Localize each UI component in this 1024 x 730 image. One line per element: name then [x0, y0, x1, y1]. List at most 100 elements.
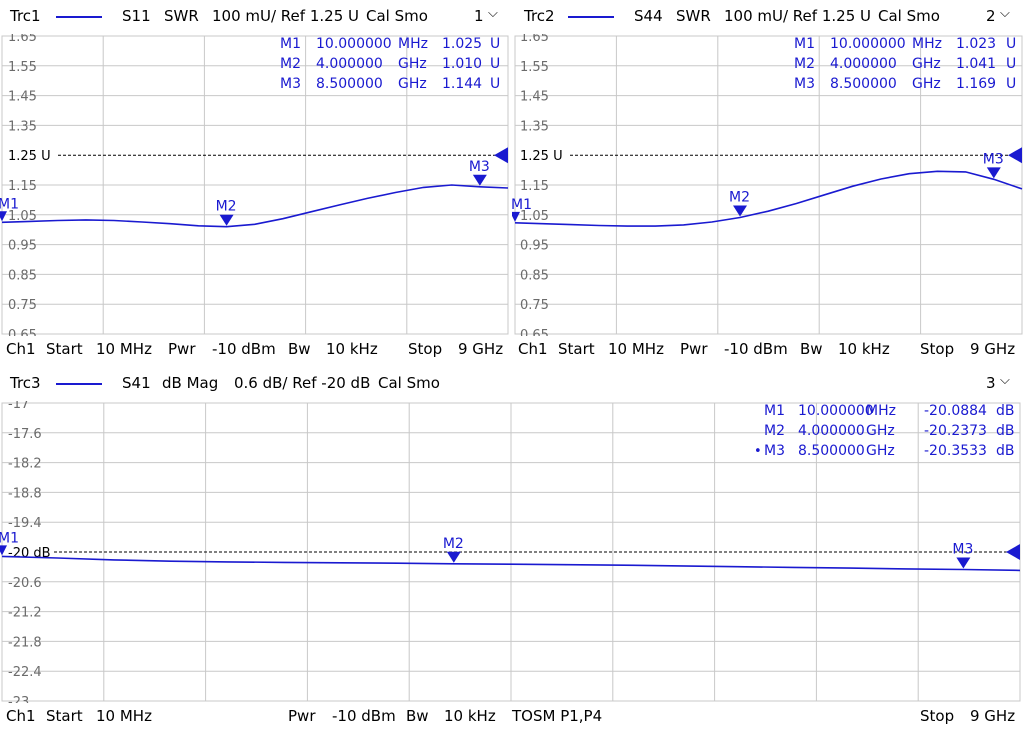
- footer-channel: Ch1: [518, 340, 548, 358]
- trace2-channel-number: 2: [986, 7, 996, 25]
- y-tick-label: 1.45: [8, 90, 37, 105]
- trace3-format: dB Mag: [162, 374, 219, 392]
- trace3-header[interactable]: Trc3 S41 dB Mag 0.6 dB/ Ref -20 dB Cal S…: [0, 369, 1024, 399]
- marker-readout-unit: MHz: [866, 403, 896, 419]
- footer-stop-value[interactable]: 9 GHz: [970, 707, 1016, 725]
- marker-triangle-icon: [986, 167, 1001, 179]
- marker-readout-vunit: U: [1006, 56, 1016, 72]
- y-tick-label: -20.6: [8, 576, 42, 591]
- footer-power-label: Pwr: [168, 340, 196, 358]
- footer-bw-value[interactable]: 10 kHz: [444, 707, 496, 725]
- trace3-diagram[interactable]: -17 -17.6 -18.2 -18.8 -19.4 -20 dB -20.6 -21.2 -…: [0, 401, 1024, 703]
- trace1-diagram[interactable]: 1.65 1.55 1.45 1.35 1.25 U 1.15 1.05 0.95 0.85 0.…: [0, 34, 512, 336]
- channel-footer-1[interactable]: Ch1 Start 10 MHz Pwr -10 dBm Bw 10 kHz S…: [0, 337, 512, 361]
- marker-readout-name: M3: [764, 443, 785, 459]
- marker-readout-name: M3: [794, 76, 815, 92]
- marker-readout-vunit: U: [490, 36, 500, 52]
- marker-label: M3: [469, 159, 490, 175]
- y-tick-label: 1.65: [8, 34, 37, 45]
- footer-power-value[interactable]: -10 dBm: [724, 340, 788, 358]
- trace2-name: Trc2: [524, 7, 555, 25]
- marker-readout-name: M2: [764, 423, 785, 439]
- y-tick-label: 1.15: [8, 179, 37, 194]
- footer-bw-value[interactable]: 10 kHz: [326, 340, 378, 358]
- trace1-scale: 100 mU/ Ref 1.25 U: [212, 7, 359, 25]
- chevron-down-icon[interactable]: ⌵: [1000, 373, 1010, 388]
- trace1-line-swatch: [56, 16, 102, 18]
- trace1-format: SWR: [164, 7, 199, 25]
- marker-readout-val: 1.010: [442, 56, 482, 72]
- channel-footer-3[interactable]: Ch1 Start 10 MHz Pwr -10 dBm Bw 10 kHz T…: [0, 704, 1024, 728]
- trace2-param: S44: [634, 7, 663, 25]
- y-tick-label: -19.4: [8, 516, 42, 531]
- marker-readout-freq: 10.000000: [798, 403, 874, 419]
- trace1-header[interactable]: Trc1 S11 SWR 100 mU/ Ref 1.25 U Cal Smo …: [0, 2, 512, 32]
- footer-bw-label: Bw: [406, 707, 429, 725]
- footer-channel: Ch1: [6, 340, 36, 358]
- marker-readout-val: 1.025: [442, 36, 482, 52]
- footer-start-value[interactable]: 10 MHz: [96, 340, 152, 358]
- marker-readout-val: 1.023: [956, 36, 996, 52]
- marker-readout-vunit: dB: [996, 403, 1015, 419]
- trace1-channel-number: 1: [474, 7, 484, 25]
- marker-readout-freq: 8.500000: [830, 76, 897, 92]
- marker-triangle-icon: [733, 205, 748, 217]
- marker-readout-freq: 8.500000: [798, 443, 865, 459]
- marker-readout-name: M1: [794, 36, 815, 52]
- marker-readout-val: -20.3533: [924, 443, 987, 459]
- y-tick-label: 1.55: [520, 60, 549, 75]
- footer-bw-value[interactable]: 10 kHz: [838, 340, 890, 358]
- marker-readout-val: 1.144: [442, 76, 482, 92]
- trace1-name: Trc1: [10, 7, 41, 25]
- y-tick-label: -17.6: [8, 427, 42, 442]
- marker-readout-freq: 4.000000: [798, 423, 865, 439]
- trace-line: [1, 184, 509, 228]
- footer-stop-value[interactable]: 9 GHz: [970, 340, 1016, 358]
- trace-line: [1, 555, 1021, 572]
- y-tick-label: 0.65: [520, 328, 549, 336]
- trace3-param: S41: [122, 374, 151, 392]
- y-tick-label: 1.35: [520, 119, 549, 134]
- marker-readout-unit: GHz: [398, 56, 427, 72]
- marker-readout-unit: GHz: [398, 76, 427, 92]
- trace2-header[interactable]: Trc2 S44 SWR 100 mU/ Ref 1.25 U Cal Smo …: [512, 2, 1024, 32]
- marker-label: M2: [443, 536, 464, 552]
- footer-stop-value[interactable]: 9 GHz: [458, 340, 504, 358]
- footer-power-value[interactable]: -10 dBm: [212, 340, 276, 358]
- y-tick-label: 1.45: [520, 90, 549, 105]
- trace3-name: Trc3: [10, 374, 41, 392]
- marker-readout-freq: 4.000000: [830, 56, 897, 72]
- y-tick-label: 0.85: [520, 268, 549, 283]
- footer-bw-label: Bw: [800, 340, 823, 358]
- marker-triangle-icon: [0, 545, 7, 556]
- footer-stop-label: Stop: [920, 707, 955, 725]
- footer-power-value[interactable]: -10 dBm: [332, 707, 396, 725]
- reference-arrow-icon: [494, 147, 508, 164]
- marker-readout-unit: MHz: [912, 36, 942, 52]
- y-tick-label: -23: [8, 695, 29, 703]
- footer-power-label: Pwr: [680, 340, 708, 358]
- y-tick-label: 0.75: [8, 298, 37, 313]
- chevron-down-icon[interactable]: ⌵: [488, 6, 498, 21]
- footer-start-value[interactable]: 10 MHz: [608, 340, 664, 358]
- marker-label: M1: [0, 196, 19, 212]
- y-tick-label: 1.65: [520, 34, 549, 45]
- marker-readout-unit: GHz: [912, 76, 941, 92]
- footer-start-label: Start: [46, 707, 83, 725]
- reference-level-label: 1.25 U: [520, 149, 563, 164]
- footer-start-value[interactable]: 10 MHz: [96, 707, 152, 725]
- footer-calibration: TOSM P1,P4: [512, 707, 603, 725]
- marker-triangle-icon: [446, 551, 461, 563]
- marker-readout-vunit: U: [1006, 76, 1016, 92]
- channel-footer-2[interactable]: Ch1 Start 10 MHz Pwr -10 dBm Bw 10 kHz S…: [512, 337, 1024, 361]
- marker-readout-vunit: U: [1006, 36, 1016, 52]
- y-tick-label: -21.8: [8, 635, 42, 650]
- y-tick-label: 0.65: [8, 328, 37, 336]
- trace2-diagram[interactable]: 1.65 1.55 1.45 1.35 1.25 U 1.15 1.05 0.95 0.85 0.…: [512, 34, 1024, 336]
- chevron-down-icon[interactable]: ⌵: [1000, 6, 1010, 21]
- marker-readout-name: M3: [280, 76, 301, 92]
- marker-readout-unit: MHz: [398, 36, 428, 52]
- trace1-cal: Cal Smo: [366, 7, 428, 25]
- marker-label: M2: [729, 189, 750, 205]
- active-marker-dot-icon: •: [754, 444, 762, 459]
